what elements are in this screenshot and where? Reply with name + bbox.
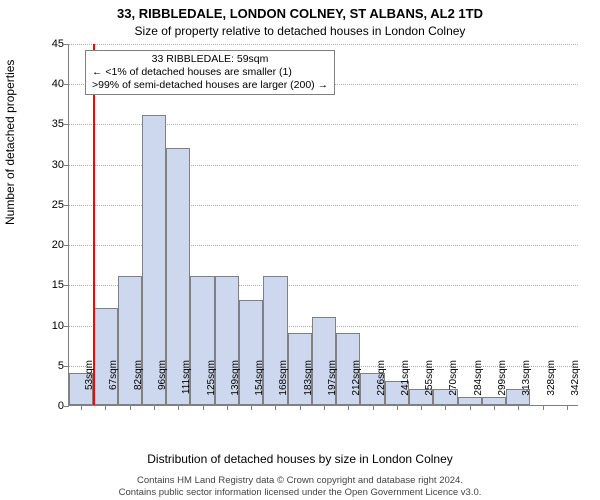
y-tick-label: 10 bbox=[34, 320, 64, 332]
y-tick-mark bbox=[64, 205, 69, 206]
x-tick-label: 241sqm bbox=[400, 360, 411, 410]
x-tick-label: 82sqm bbox=[133, 360, 144, 410]
plot-area: 33 RIBBLEDALE: 59sqm ← <1% of detached h… bbox=[68, 44, 578, 406]
x-tick-mark bbox=[81, 405, 82, 410]
annotation-line-1: 33 RIBBLEDALE: 59sqm bbox=[92, 53, 328, 66]
x-tick-mark bbox=[275, 405, 276, 410]
y-tick-label: 5 bbox=[34, 360, 64, 372]
y-tick-mark bbox=[64, 165, 69, 166]
x-tick-label: 270sqm bbox=[448, 360, 459, 410]
x-tick-mark bbox=[373, 405, 374, 410]
x-tick-mark bbox=[203, 405, 204, 410]
x-tick-mark bbox=[470, 405, 471, 410]
x-tick-mark bbox=[421, 405, 422, 410]
x-tick-label: 67sqm bbox=[108, 360, 119, 410]
chart-title-main: 33, RIBBLEDALE, LONDON COLNEY, ST ALBANS… bbox=[0, 6, 600, 21]
chart-title-sub: Size of property relative to detached ho… bbox=[0, 24, 600, 38]
y-tick-mark bbox=[64, 406, 69, 407]
chart-container: 33, RIBBLEDALE, LONDON COLNEY, ST ALBANS… bbox=[0, 0, 600, 500]
x-tick-mark bbox=[227, 405, 228, 410]
x-tick-label: 299sqm bbox=[497, 360, 508, 410]
y-tick-label: 20 bbox=[34, 239, 64, 251]
x-tick-label: 96sqm bbox=[157, 360, 168, 410]
x-tick-mark bbox=[567, 405, 568, 410]
gridline-h bbox=[69, 44, 578, 45]
y-tick-label: 25 bbox=[34, 199, 64, 211]
footer-line-2: Contains public sector information licen… bbox=[0, 487, 600, 498]
y-tick-mark bbox=[64, 245, 69, 246]
x-tick-mark bbox=[178, 405, 179, 410]
x-tick-label: 197sqm bbox=[327, 360, 338, 410]
x-tick-mark bbox=[105, 405, 106, 410]
x-tick-mark bbox=[348, 405, 349, 410]
x-tick-mark bbox=[154, 405, 155, 410]
y-tick-mark bbox=[64, 326, 69, 327]
property-marker-line bbox=[93, 44, 95, 405]
x-tick-label: 226sqm bbox=[376, 360, 387, 410]
x-tick-mark bbox=[397, 405, 398, 410]
x-tick-label: 111sqm bbox=[181, 360, 192, 410]
y-tick-mark bbox=[64, 285, 69, 286]
x-tick-mark bbox=[518, 405, 519, 410]
x-tick-label: 313sqm bbox=[521, 360, 532, 410]
x-axis-label: Distribution of detached houses by size … bbox=[0, 452, 600, 466]
x-tick-label: 53sqm bbox=[84, 360, 95, 410]
y-tick-mark bbox=[64, 366, 69, 367]
x-tick-label: 212sqm bbox=[351, 360, 362, 410]
footer-line-1: Contains HM Land Registry data © Crown c… bbox=[0, 475, 600, 486]
x-tick-label: 255sqm bbox=[424, 360, 435, 410]
x-tick-mark bbox=[543, 405, 544, 410]
footer: Contains HM Land Registry data © Crown c… bbox=[0, 475, 600, 498]
y-axis-label: Number of detached properties bbox=[3, 60, 17, 225]
x-tick-label: 328sqm bbox=[546, 360, 557, 410]
y-tick-label: 15 bbox=[34, 279, 64, 291]
y-tick-mark bbox=[64, 84, 69, 85]
x-tick-mark bbox=[324, 405, 325, 410]
annotation-box: 33 RIBBLEDALE: 59sqm ← <1% of detached h… bbox=[85, 50, 335, 95]
y-tick-label: 40 bbox=[34, 78, 64, 90]
x-tick-mark bbox=[445, 405, 446, 410]
y-tick-label: 45 bbox=[34, 38, 64, 50]
x-tick-label: 125sqm bbox=[206, 360, 217, 410]
y-tick-label: 0 bbox=[34, 400, 64, 412]
x-tick-label: 183sqm bbox=[303, 360, 314, 410]
x-tick-label: 342sqm bbox=[570, 360, 581, 410]
x-tick-label: 284sqm bbox=[473, 360, 484, 410]
x-tick-mark bbox=[494, 405, 495, 410]
x-tick-label: 168sqm bbox=[278, 360, 289, 410]
x-tick-label: 154sqm bbox=[254, 360, 265, 410]
x-tick-mark bbox=[130, 405, 131, 410]
y-tick-mark bbox=[64, 124, 69, 125]
x-tick-label: 139sqm bbox=[230, 360, 241, 410]
x-tick-mark bbox=[300, 405, 301, 410]
annotation-line-2: ← <1% of detached houses are smaller (1) bbox=[92, 66, 328, 79]
y-tick-label: 30 bbox=[34, 159, 64, 171]
y-tick-label: 35 bbox=[34, 118, 64, 130]
y-tick-mark bbox=[64, 44, 69, 45]
x-tick-mark bbox=[251, 405, 252, 410]
annotation-line-3: >99% of semi-detached houses are larger … bbox=[92, 79, 328, 92]
